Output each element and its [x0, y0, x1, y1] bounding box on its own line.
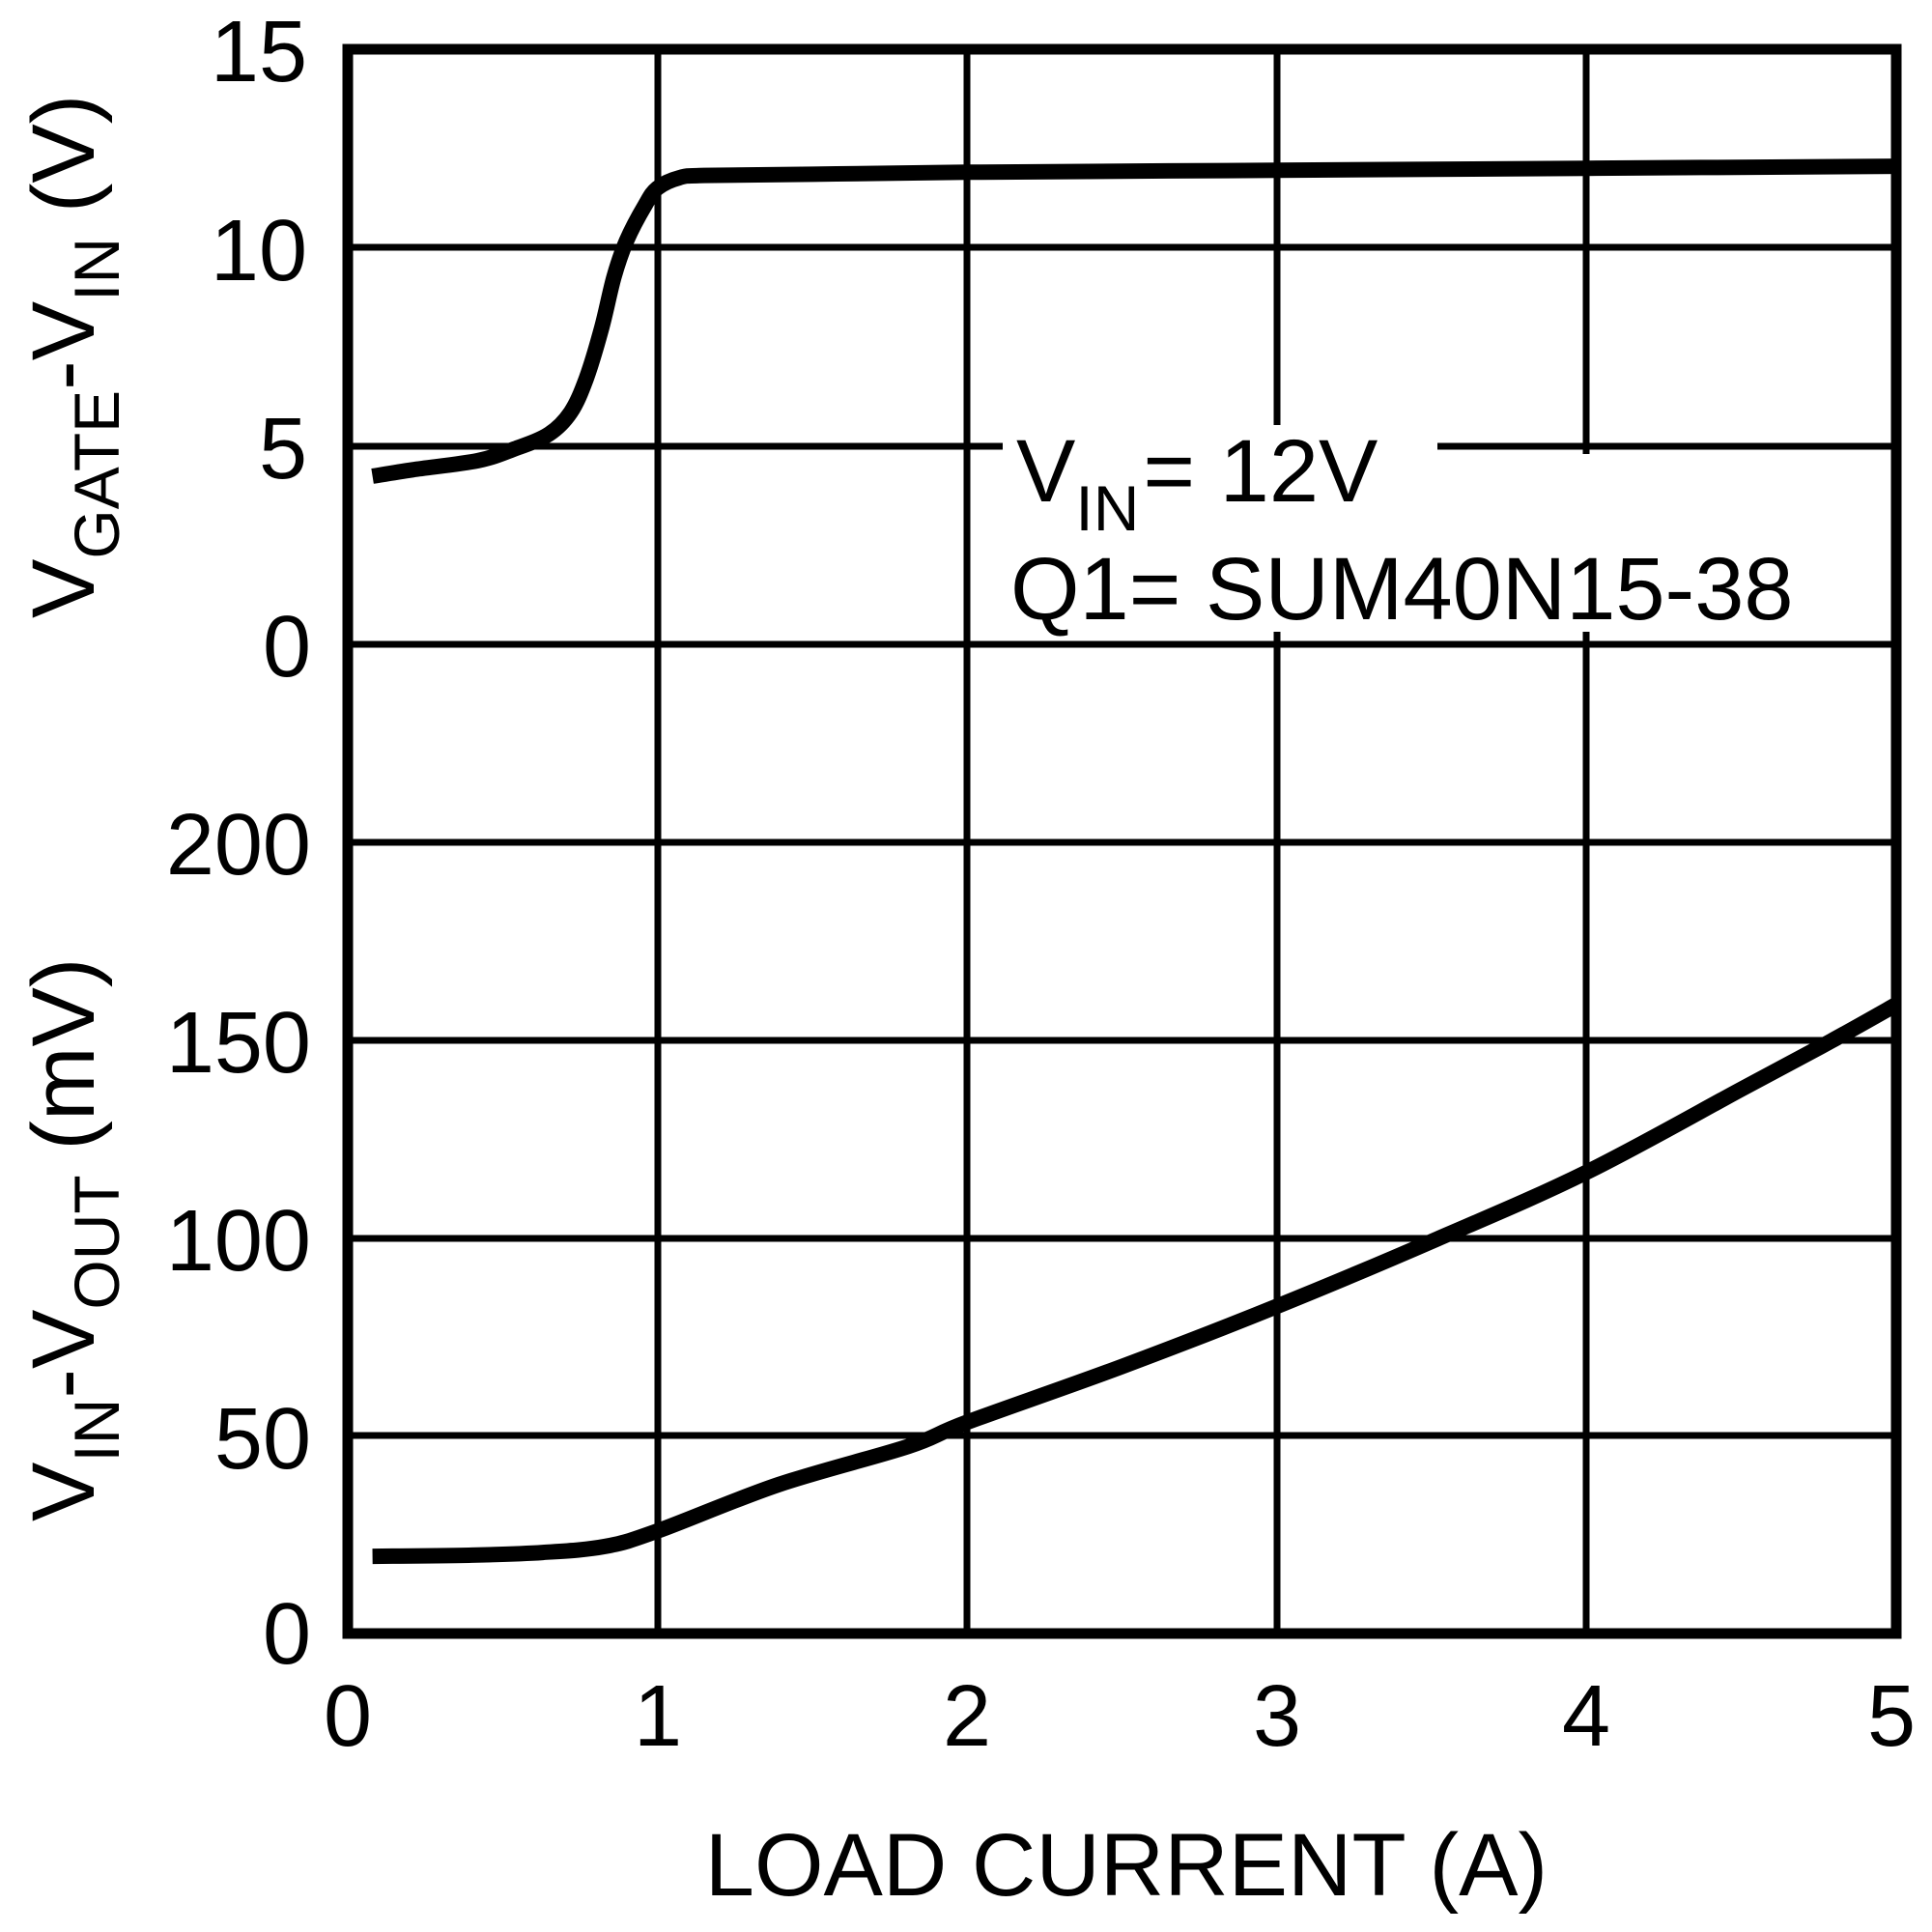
upper-y-ticks: 15 10 5 0: [211, 4, 311, 696]
plot-frame: [342, 43, 1902, 1639]
y-tick-150: 150: [166, 995, 311, 1092]
x-tick-2: 2: [943, 1668, 991, 1765]
annotation-vin: VIN= 12V: [1016, 422, 1378, 544]
annotation-box: [1003, 425, 1437, 632]
x-tick-4: 4: [1562, 1668, 1610, 1765]
vin-vout-curve: [372, 997, 1900, 1565]
y-tick-200: 200: [166, 797, 311, 894]
lower-y-ticks: 200 150 100 50 0: [166, 797, 311, 1683]
annotation-q1: Q1= SUM40N15-38: [1010, 540, 1794, 639]
y-tick-0-lower: 0: [263, 1586, 311, 1683]
x-tick-5: 5: [1867, 1668, 1916, 1765]
y-tick-0-upper: 0: [263, 599, 311, 696]
y-tick-100: 100: [166, 1193, 311, 1290]
x-tick-1: 1: [634, 1668, 682, 1765]
x-axis-label: LOAD CURRENT (A): [705, 1816, 1548, 1915]
y-tick-5: 5: [259, 401, 307, 497]
x-ticks: 0 1 2 3 4 5: [324, 1668, 1916, 1765]
x-tick-0: 0: [324, 1668, 372, 1765]
y-tick-50: 50: [214, 1391, 311, 1488]
lower-y-axis-label: VIN-VOUT (mV): [14, 957, 132, 1521]
x-tick-3: 3: [1253, 1668, 1301, 1765]
upper-y-axis-label: VGATE-VIN (V): [14, 95, 132, 618]
vgate-vin-curve: [371, 158, 1897, 484]
y-tick-10: 10: [211, 203, 307, 299]
grid: [348, 49, 1896, 1634]
y-tick-15: 15: [211, 4, 307, 100]
